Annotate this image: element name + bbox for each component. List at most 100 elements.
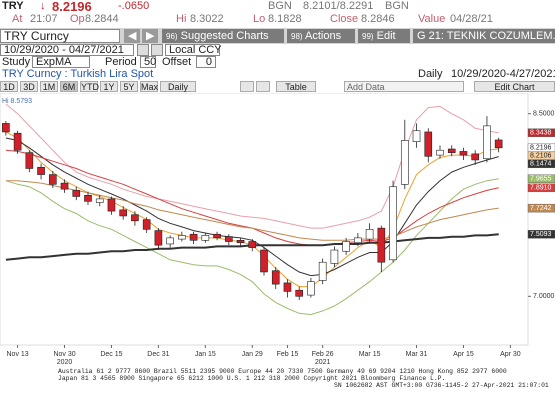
calendar-icon[interactable] <box>137 44 149 56</box>
value-label: Value <box>418 13 446 25</box>
range-button[interactable]: Daily <box>160 81 196 92</box>
candle-body <box>37 166 45 175</box>
range-button[interactable]: YTD <box>80 81 99 92</box>
candle-body <box>236 240 245 244</box>
time: 21:07 <box>30 13 58 25</box>
study-label: Study <box>2 56 31 68</box>
candle-body <box>131 214 139 222</box>
candle-body <box>424 131 433 157</box>
candle-body <box>25 152 34 169</box>
chart-style-button[interactable] <box>256 81 270 92</box>
candle-body <box>377 227 386 263</box>
frequency: Daily <box>418 68 443 80</box>
footer-line: Australia 61 2 9777 8600 Brazil 5511 239… <box>58 368 507 375</box>
launchpad-button[interactable]: G 21: TEKNIK COZUMLEM... <box>413 29 555 43</box>
range-button[interactable]: 6M <box>60 81 78 92</box>
x-tick-label: Jan 15 <box>195 351 216 358</box>
footer-line: SN 1062682 AST GMT+3:00 G736-1145-2 27-A… <box>334 382 549 389</box>
open-label: Op <box>70 13 85 25</box>
candle-body <box>283 282 292 292</box>
candle-body <box>271 270 280 285</box>
edit-chart-button[interactable]: Edit Chart <box>474 81 555 92</box>
range-button[interactable]: 5Y <box>120 81 138 92</box>
price-tag <box>527 128 555 137</box>
candle-body <box>189 233 198 241</box>
range-button[interactable]: 3D <box>20 81 38 92</box>
table-button[interactable]: Table <box>276 81 316 92</box>
key: 99) <box>362 32 374 41</box>
x-tick-label: Feb 15 <box>277 351 299 358</box>
candle-body <box>260 249 268 273</box>
time-label: At <box>12 13 23 25</box>
candle-body <box>330 249 339 264</box>
x-tick-label: Dec 15 <box>100 351 122 358</box>
candle-body <box>201 235 210 241</box>
period-input[interactable]: 50 <box>140 56 156 68</box>
price-tag-label: 8.3438 <box>530 130 552 137</box>
low-label: Lo <box>253 13 266 25</box>
open: 8.2844 <box>85 13 119 25</box>
bid-ask: 8.2101/8.2291 <box>303 0 374 12</box>
actions-button[interactable]: 98) Actions <box>287 29 355 43</box>
edit-button[interactable]: 99) Edit <box>358 29 410 43</box>
offset-label: Offset <box>162 56 192 68</box>
x-tick-label: Apr 15 <box>453 351 474 358</box>
study-line <box>5 103 499 229</box>
down-arrow: ↓ <box>40 0 46 12</box>
change: -.0650 <box>118 0 150 12</box>
x-tick-label: Nov 30 <box>53 351 75 358</box>
candle-body <box>389 186 397 261</box>
candle-body <box>400 140 409 185</box>
study-select[interactable]: ExpMA <box>32 56 90 68</box>
last-price: 8.2196 <box>52 0 92 14</box>
range-button[interactable]: 1M <box>40 81 58 92</box>
candle-body <box>154 230 163 246</box>
x-tick-label: Jan 29 <box>242 351 263 358</box>
bid-source: BGN <box>268 0 292 12</box>
x-tick-label: Mar 31 <box>406 351 428 358</box>
forward-button[interactable]: ▶ <box>142 29 158 43</box>
offset-input[interactable]: 0 <box>196 56 216 68</box>
back-button[interactable]: ◀ <box>124 29 140 43</box>
price-tag-label: 8.2106 <box>530 153 552 160</box>
chart: 8.5000 7.0000 Nov 13 Nov 30 Dec 15 Dec 31 Jan … <box>0 93 555 366</box>
price-tag-label: 7.8910 <box>530 185 552 192</box>
suggested-charts-button[interactable]: 96) Suggested Charts <box>162 29 284 43</box>
candle-body <box>459 151 468 156</box>
add-data-input[interactable]: Add Data <box>344 81 464 92</box>
candle-body <box>248 241 257 248</box>
chart-style-button[interactable] <box>240 81 254 92</box>
candle-body <box>365 229 374 240</box>
period-label: Period <box>105 56 137 68</box>
y-tick-label: 8.5000 <box>533 111 555 118</box>
range-button[interactable]: 1D <box>0 81 18 92</box>
candle-body <box>295 289 304 297</box>
key: 98) <box>291 32 303 41</box>
price-tag <box>527 183 555 193</box>
year-label: 2021 <box>315 359 331 366</box>
candle-body <box>483 125 491 160</box>
range-button[interactable]: Max <box>140 81 159 92</box>
candle-body <box>412 130 421 142</box>
span: 10/29/2020-4/27/2021 <box>451 68 555 80</box>
chart-title: TRY Curncy : Turkish Lira Spot <box>2 68 154 80</box>
label: Edit <box>376 30 396 42</box>
currency-select[interactable]: Local CCY <box>165 44 222 56</box>
candle-body <box>178 235 186 240</box>
candle-body <box>95 198 104 203</box>
candle-body <box>2 123 10 133</box>
y-tick-label: 7.0000 <box>533 293 555 300</box>
close: 8.2846 <box>361 13 395 25</box>
date-range[interactable]: 10/29/2020 - 04/27/2021 <box>0 44 134 56</box>
plot-area <box>0 93 529 346</box>
label: Actions <box>305 30 342 42</box>
candle-body <box>213 233 221 239</box>
x-tick-label: Nov 13 <box>7 351 29 358</box>
high: 8.3022 <box>190 13 224 25</box>
price-tag <box>527 230 555 239</box>
range-button[interactable]: 1Y <box>100 81 118 92</box>
period-icon[interactable] <box>151 44 163 56</box>
price-tag-label: 7.5093 <box>530 231 552 238</box>
candle-body <box>166 237 174 245</box>
security-input[interactable]: TRY Curncy <box>0 29 120 43</box>
